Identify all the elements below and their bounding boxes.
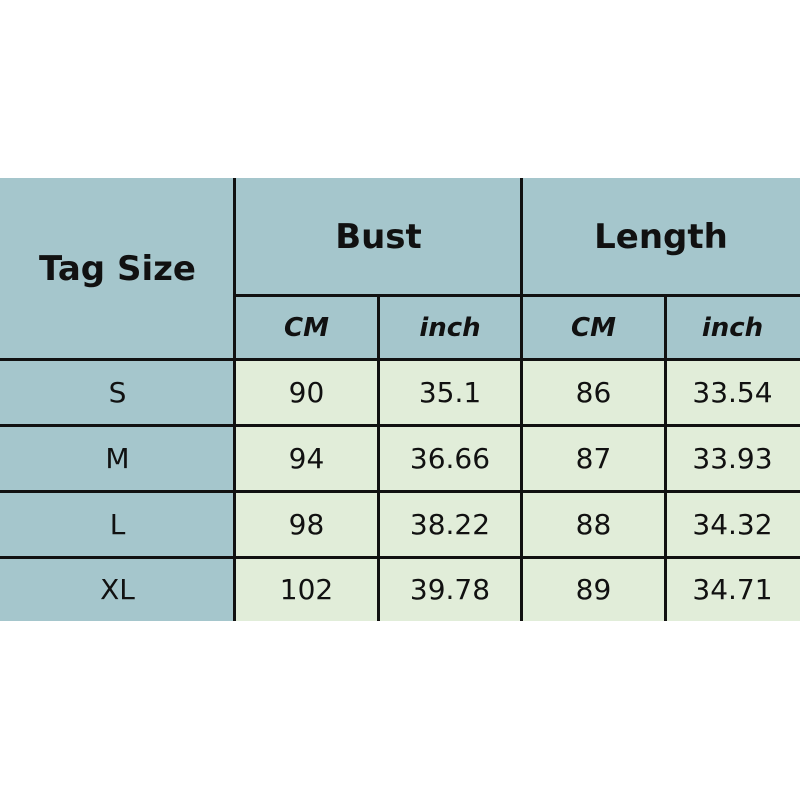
border-line bbox=[0, 490, 800, 493]
table-cell-bust-cm: 90 bbox=[235, 359, 378, 425]
border-line bbox=[520, 178, 523, 621]
header-length-cm: CM bbox=[522, 296, 665, 359]
table-cell-length-inch: 33.54 bbox=[665, 359, 800, 425]
size-label: S bbox=[0, 359, 235, 425]
border-line bbox=[0, 556, 800, 559]
table-cell-bust-cm: 98 bbox=[235, 491, 378, 557]
table-cell-bust-inch: 36.66 bbox=[378, 425, 522, 491]
header-tag-size: Tag Size bbox=[0, 178, 235, 359]
border-line bbox=[233, 178, 236, 621]
size-label: L bbox=[0, 491, 235, 557]
border-line bbox=[664, 295, 667, 621]
table-cell-bust-inch: 38.22 bbox=[378, 491, 522, 557]
table-cell-bust-cm: 102 bbox=[235, 557, 378, 621]
header-bust-cm: CM bbox=[235, 296, 378, 359]
size-label: M bbox=[0, 425, 235, 491]
table-cell-length-cm: 89 bbox=[522, 557, 665, 621]
table-cell-length-cm: 86 bbox=[522, 359, 665, 425]
table-cell-bust-cm: 94 bbox=[235, 425, 378, 491]
header-bust-inch: inch bbox=[378, 296, 522, 359]
table-cell-length-inch: 33.93 bbox=[665, 425, 800, 491]
border-line bbox=[0, 424, 800, 427]
table-cell-bust-inch: 35.1 bbox=[378, 359, 522, 425]
header-bust: Bust bbox=[235, 178, 522, 296]
table-cell-length-inch: 34.71 bbox=[665, 557, 800, 621]
table-cell-bust-inch: 39.78 bbox=[378, 557, 522, 621]
border-line bbox=[0, 358, 800, 361]
table-cell-length-cm: 87 bbox=[522, 425, 665, 491]
size-label: XL bbox=[0, 557, 235, 621]
border-line bbox=[377, 295, 380, 621]
table-cell-length-inch: 34.32 bbox=[665, 491, 800, 557]
header-length: Length bbox=[522, 178, 800, 296]
border-line bbox=[235, 294, 800, 297]
header-length-inch: inch bbox=[665, 296, 800, 359]
table-cell-length-cm: 88 bbox=[522, 491, 665, 557]
